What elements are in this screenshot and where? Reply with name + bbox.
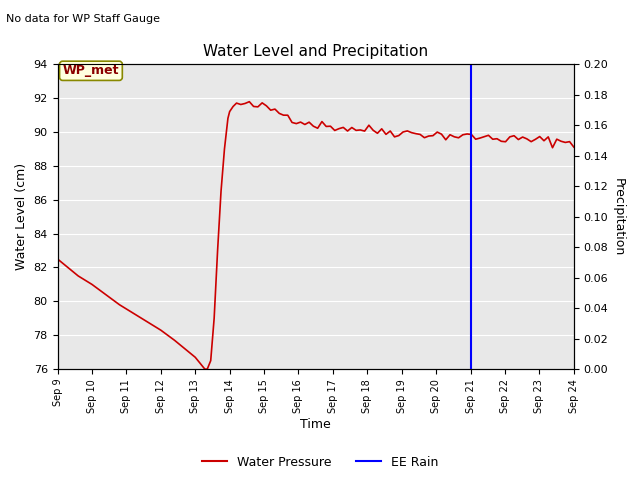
Text: WP_met: WP_met	[63, 64, 119, 77]
Y-axis label: Precipitation: Precipitation	[612, 178, 625, 256]
X-axis label: Time: Time	[300, 419, 331, 432]
Legend: Water Pressure, EE Rain: Water Pressure, EE Rain	[196, 451, 444, 474]
Y-axis label: Water Level (cm): Water Level (cm)	[15, 163, 28, 270]
Text: No data for WP Staff Gauge: No data for WP Staff Gauge	[6, 14, 161, 24]
Title: Water Level and Precipitation: Water Level and Precipitation	[203, 44, 428, 59]
